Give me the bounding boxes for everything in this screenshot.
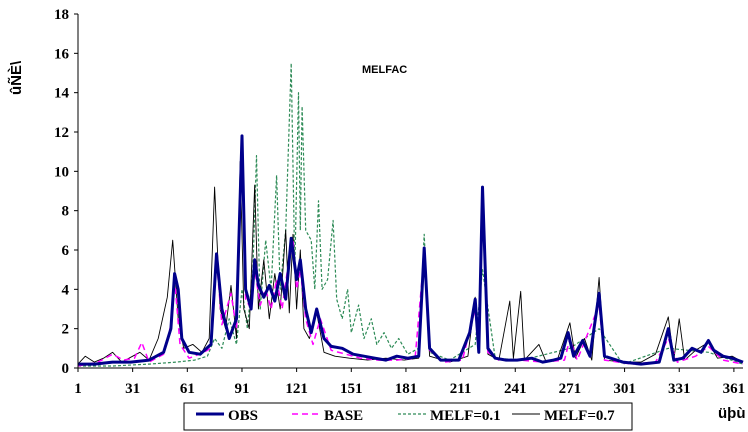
x-tick-label: 271	[559, 381, 582, 397]
legend: OBS BASE MELF=0.1 MELF=0.7	[183, 402, 633, 431]
y-tick-label: 6	[62, 243, 70, 259]
x-tick-label: 61	[180, 381, 195, 397]
y-tick-label: 2	[62, 322, 70, 338]
x-axis-title: üþù	[718, 405, 746, 422]
legend-box	[183, 402, 633, 431]
x-tick-label: 211	[450, 381, 472, 397]
legend-label: OBS	[228, 408, 258, 424]
x-tick-label: 361	[723, 381, 746, 397]
legend-label: MELF=0.1	[430, 408, 501, 424]
y-tick-label: 16	[54, 46, 70, 62]
x-tick-label: 91	[234, 381, 249, 397]
x-tick-label: 31	[125, 381, 140, 397]
legend-label: BASE	[324, 408, 363, 424]
y-axis-title: ûÑÈ\	[7, 60, 25, 95]
x-tick-label: 331	[668, 381, 691, 397]
y-tick-label: 4	[62, 282, 70, 298]
series-line-base	[77, 135, 744, 367]
y-tick-label: 14	[54, 86, 70, 102]
y-tick-label: 12	[54, 125, 69, 141]
legend-label: MELF=0.7	[544, 408, 615, 424]
y-tick-label: 0	[62, 361, 70, 377]
x-tick-label: 151	[340, 381, 363, 397]
x-tick-label: 121	[285, 381, 308, 397]
x-tick-label: 1	[74, 381, 82, 397]
chart-annotation: MELFAC	[362, 64, 407, 76]
x-tick-label: 181	[395, 381, 418, 397]
x-tick-label: 301	[613, 381, 636, 397]
y-tick-label: 8	[62, 204, 70, 220]
y-tick-label: 10	[54, 164, 69, 180]
series-layer	[77, 62, 744, 367]
series-line-melf-0-7	[77, 161, 744, 365]
x-tick-label: 241	[504, 381, 527, 397]
y-tick-label: 18	[54, 7, 69, 23]
series-line-obs	[78, 134, 744, 366]
